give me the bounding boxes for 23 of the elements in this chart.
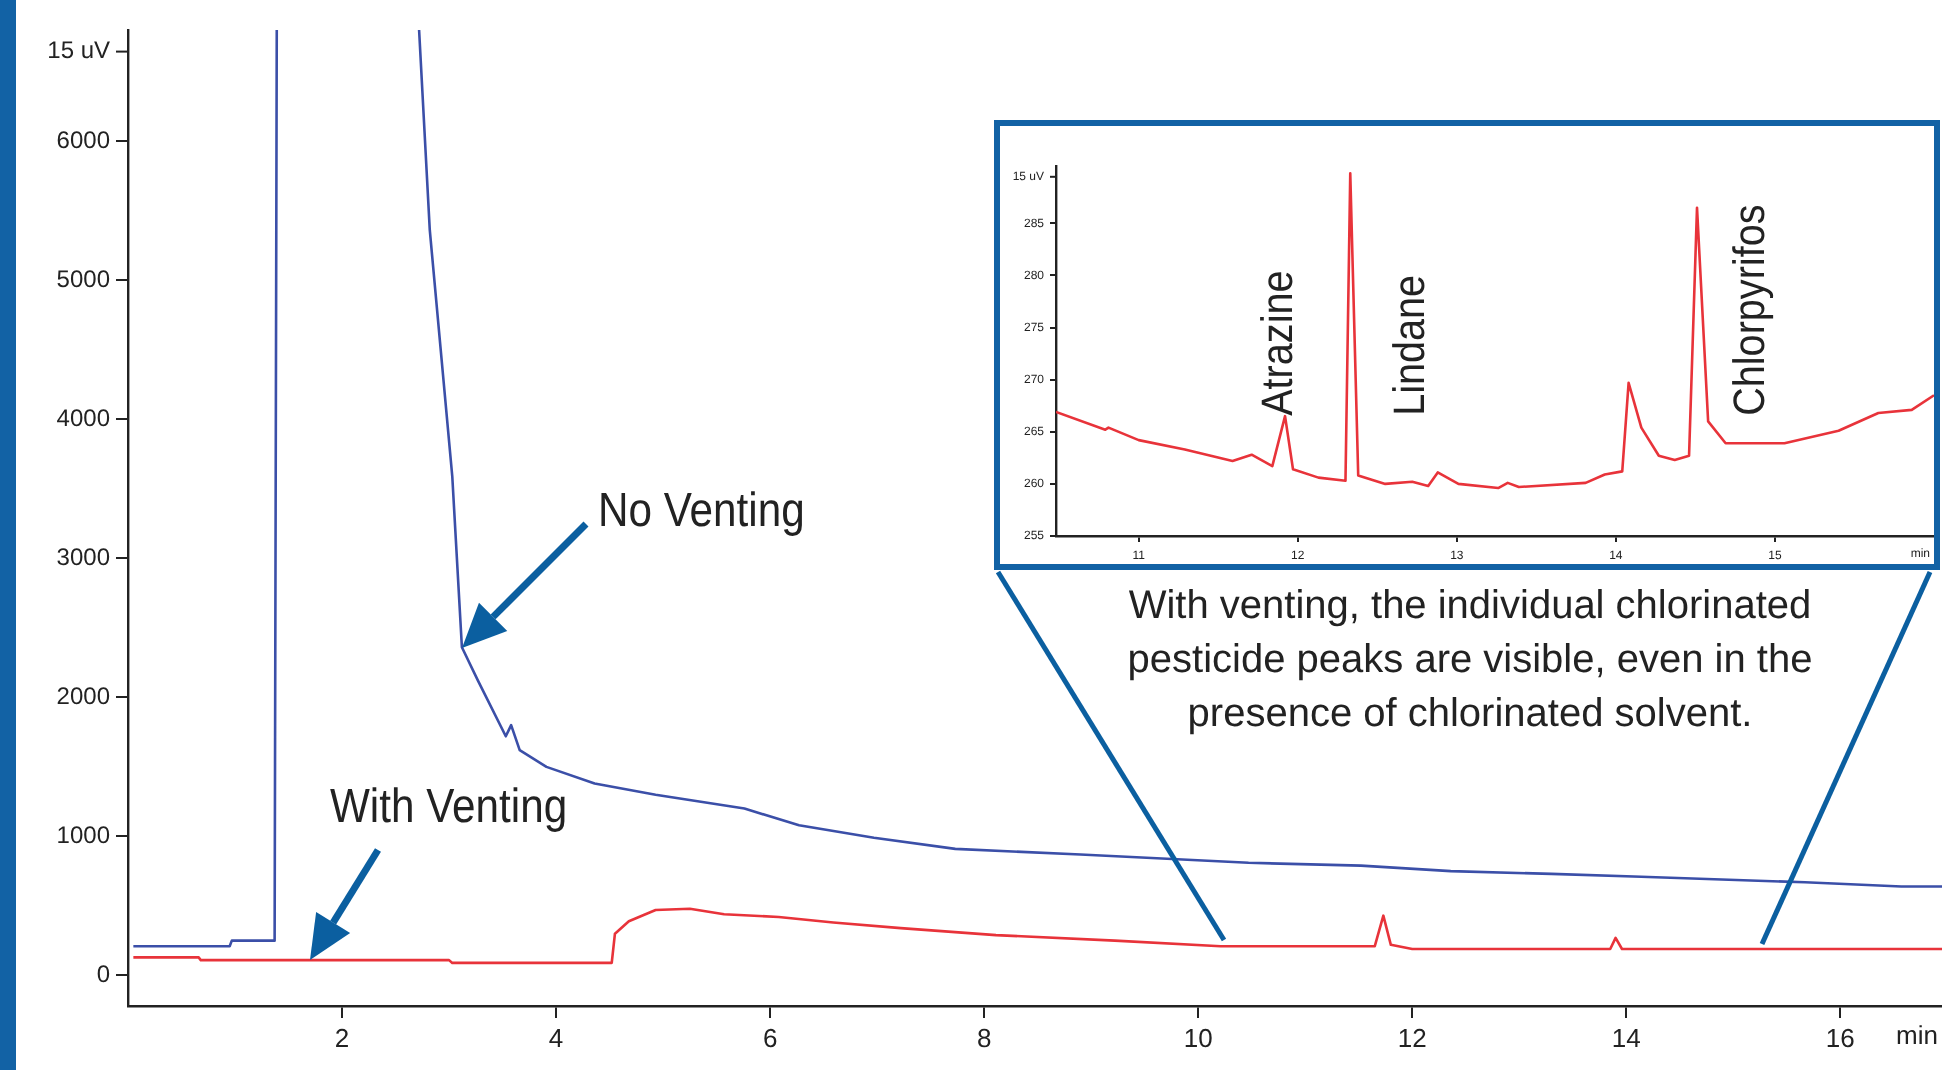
annotation: Atrazine xyxy=(1252,270,1302,416)
x-tick-label: 6 xyxy=(762,1022,778,1053)
y-tick-label: 1000 xyxy=(56,821,111,850)
y-tick-label: 2000 xyxy=(56,681,111,710)
x-axis-title: min xyxy=(1896,1020,1938,1051)
annotation: With venting, the individual chlorinated pesticide peaks are visible, even in the presence of chlorinated solvent. xyxy=(1125,582,1815,740)
x-tick-label: 4 xyxy=(548,1022,564,1053)
y-tick-label: 6000 xyxy=(56,125,111,154)
x-tick-label: 12 xyxy=(1397,1022,1427,1053)
x-tick-label: 2 xyxy=(334,1022,350,1053)
text: With Venting xyxy=(329,780,568,837)
x-tick-label: 8 xyxy=(976,1022,992,1053)
x-tick-label: 16 xyxy=(1825,1022,1855,1053)
y-axis-title: 15 uV xyxy=(47,36,110,65)
y-tick-label: 0 xyxy=(96,960,111,989)
text: No Venting xyxy=(597,483,805,540)
y-tick-label: 5000 xyxy=(56,264,111,293)
annotation: Chlorpyrifos xyxy=(1724,204,1774,416)
y-tick-label: 3000 xyxy=(56,542,111,571)
y-tick-label: 4000 xyxy=(56,403,111,432)
x-tick-label: 14 xyxy=(1611,1022,1641,1053)
annotation: Lindane xyxy=(1384,274,1434,416)
x-tick-label: 10 xyxy=(1183,1022,1213,1053)
